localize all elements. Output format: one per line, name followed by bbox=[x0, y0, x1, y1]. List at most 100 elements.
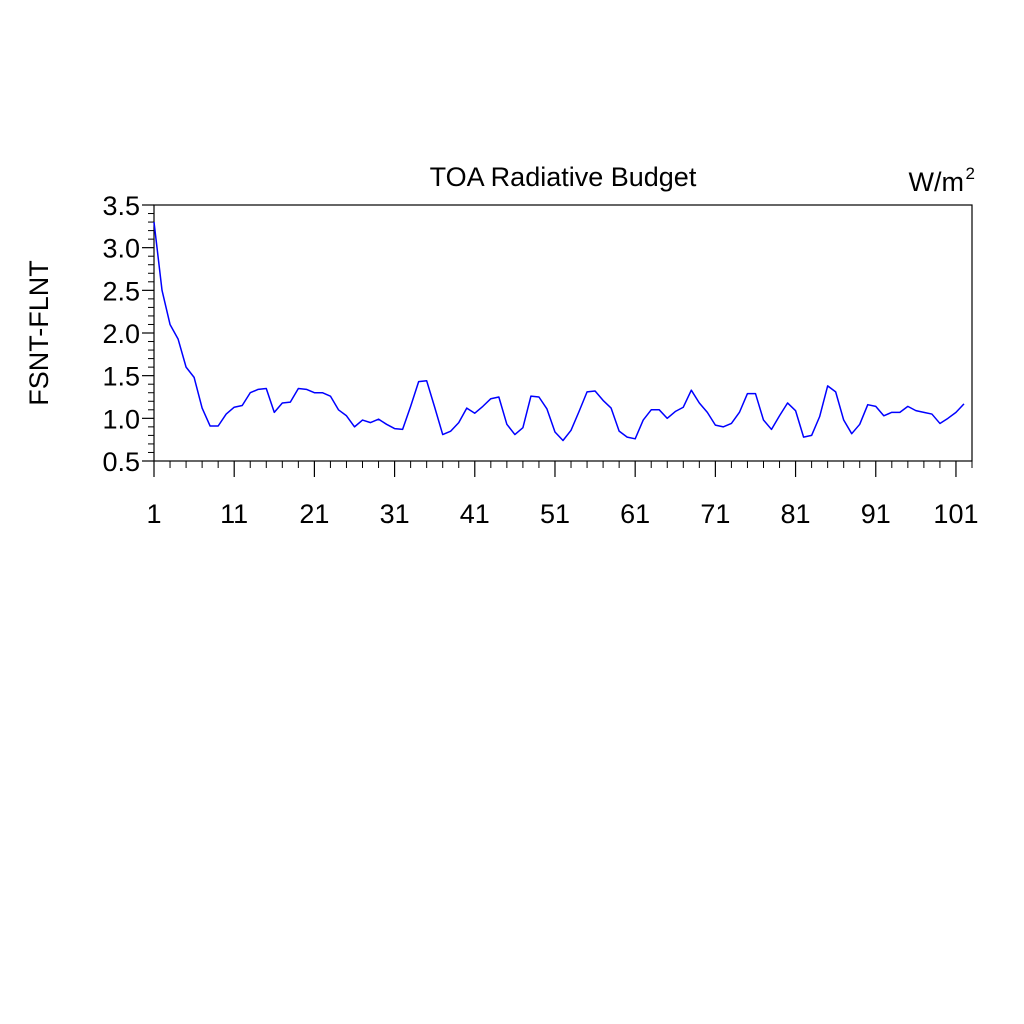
data-point bbox=[481, 405, 484, 408]
data-point bbox=[786, 401, 789, 404]
data-point bbox=[233, 406, 236, 409]
data-point bbox=[225, 413, 228, 416]
data-point bbox=[626, 436, 629, 439]
data-point bbox=[946, 417, 949, 420]
data-point bbox=[209, 425, 212, 428]
data-point bbox=[730, 422, 733, 425]
data-point bbox=[594, 390, 597, 393]
data-point bbox=[562, 439, 565, 442]
data-point bbox=[345, 414, 348, 417]
data-point bbox=[842, 419, 845, 422]
data-point bbox=[193, 376, 196, 379]
data-point bbox=[497, 396, 500, 399]
data-point bbox=[321, 391, 324, 394]
data-point bbox=[642, 419, 645, 422]
data-point bbox=[393, 427, 396, 430]
y-tick-label: 3.5 bbox=[102, 191, 140, 221]
data-point bbox=[586, 390, 589, 393]
units-superscript: 2 bbox=[966, 164, 975, 183]
data-point bbox=[890, 411, 893, 414]
data-point bbox=[706, 411, 709, 414]
data-point bbox=[770, 428, 773, 431]
y-tick-label: 3.0 bbox=[102, 234, 140, 264]
data-point bbox=[634, 437, 637, 440]
data-point bbox=[802, 436, 805, 439]
data-point bbox=[658, 408, 661, 411]
x-tick-label: 91 bbox=[861, 499, 891, 529]
data-point bbox=[850, 432, 853, 435]
x-tick-label: 71 bbox=[700, 499, 730, 529]
data-point bbox=[177, 337, 180, 340]
data-point bbox=[794, 409, 797, 412]
data-point bbox=[305, 388, 308, 391]
data-point bbox=[866, 403, 869, 406]
data-point bbox=[185, 366, 188, 369]
data-point bbox=[570, 429, 573, 432]
data-point bbox=[401, 428, 404, 431]
data-point bbox=[578, 410, 581, 413]
data-point bbox=[818, 415, 821, 418]
data-point bbox=[337, 408, 340, 411]
data-point bbox=[449, 430, 452, 433]
data-point bbox=[217, 425, 220, 428]
data-point bbox=[297, 387, 300, 390]
data-point bbox=[602, 399, 605, 402]
x-tick-label: 61 bbox=[620, 499, 650, 529]
data-point bbox=[698, 401, 701, 404]
data-point bbox=[513, 433, 516, 436]
series-points bbox=[153, 221, 966, 442]
data-point bbox=[882, 414, 885, 417]
data-point bbox=[505, 423, 508, 426]
y-axis-label: FSNT-FLNT bbox=[24, 260, 54, 406]
y-tick-label: 2.0 bbox=[102, 319, 140, 349]
data-point bbox=[473, 412, 476, 415]
data-point bbox=[521, 426, 524, 429]
x-tick-label: 11 bbox=[220, 499, 248, 529]
data-point bbox=[201, 407, 204, 410]
units-label: W/m bbox=[909, 167, 964, 197]
x-axis: 1 11 21 31 41 51 61 71 81 91 101 bbox=[146, 461, 978, 529]
data-point bbox=[938, 422, 941, 425]
data-point bbox=[153, 221, 156, 224]
data-point bbox=[722, 425, 725, 428]
data-point bbox=[457, 421, 460, 424]
data-point bbox=[954, 411, 957, 414]
x-tick-label: 101 bbox=[933, 499, 978, 529]
data-point bbox=[169, 323, 172, 326]
data-point bbox=[313, 391, 316, 394]
data-point bbox=[610, 407, 613, 410]
data-point bbox=[537, 396, 540, 399]
data-point bbox=[409, 405, 412, 408]
data-point bbox=[858, 423, 861, 426]
x-tick-label: 41 bbox=[460, 499, 490, 529]
data-point bbox=[650, 408, 653, 411]
data-point bbox=[369, 421, 372, 424]
data-point bbox=[433, 406, 436, 409]
data-point bbox=[738, 411, 741, 414]
plot-frame bbox=[153, 204, 973, 462]
data-point bbox=[682, 406, 685, 409]
y-tick-label: 0.5 bbox=[102, 447, 140, 477]
y-tick-label: 1.5 bbox=[102, 362, 140, 392]
data-point bbox=[529, 395, 532, 398]
data-point bbox=[746, 392, 749, 395]
chart-title: TOA Radiative Budget bbox=[430, 162, 697, 192]
data-point bbox=[361, 419, 364, 422]
data-point bbox=[489, 397, 492, 400]
data-point bbox=[465, 407, 468, 410]
data-point bbox=[874, 405, 877, 408]
x-tick-label: 1 bbox=[146, 499, 161, 529]
data-point bbox=[353, 425, 356, 428]
data-point bbox=[906, 405, 909, 408]
x-tick-label: 81 bbox=[781, 499, 811, 529]
y-tick-label: 2.5 bbox=[102, 276, 140, 306]
data-point bbox=[273, 411, 276, 414]
data-point bbox=[714, 424, 717, 427]
x-tick-label: 51 bbox=[540, 499, 570, 529]
data-point bbox=[898, 411, 901, 414]
data-point bbox=[385, 423, 388, 426]
x-tick-label: 31 bbox=[380, 499, 410, 529]
y-tick-label: 1.0 bbox=[102, 404, 140, 434]
units-text: W/m bbox=[909, 167, 964, 197]
